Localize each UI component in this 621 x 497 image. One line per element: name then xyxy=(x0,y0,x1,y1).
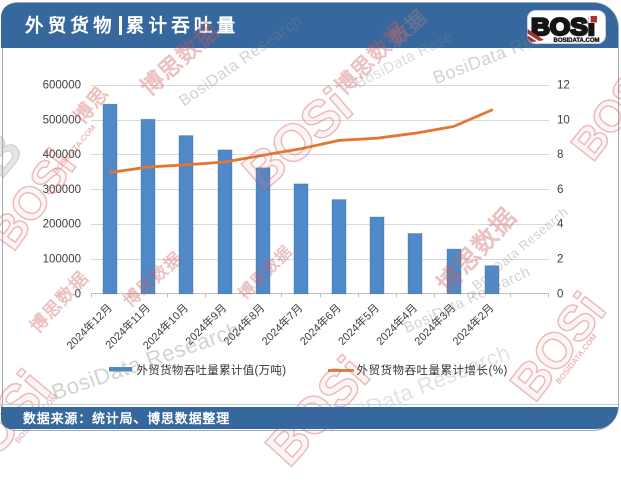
svg-text:500000: 500000 xyxy=(43,114,81,126)
svg-text:2024年2月: 2024年2月 xyxy=(449,301,496,348)
svg-text:外贸货物吞吐量累计值(万吨): 外贸货物吞吐量累计值(万吨) xyxy=(137,363,287,377)
svg-text:8: 8 xyxy=(557,149,563,161)
svg-text:BOSIDATA.COM: BOSIDATA.COM xyxy=(554,37,600,44)
svg-text:4: 4 xyxy=(557,219,564,231)
svg-text:0: 0 xyxy=(557,288,563,300)
svg-text:0: 0 xyxy=(75,288,81,300)
svg-text:600000: 600000 xyxy=(43,80,81,92)
svg-text:200000: 200000 xyxy=(43,219,81,231)
svg-text:12: 12 xyxy=(557,80,570,92)
svg-text:400000: 400000 xyxy=(43,149,81,161)
svg-text:2: 2 xyxy=(557,254,563,266)
svg-text:6: 6 xyxy=(557,184,563,196)
svg-text:300000: 300000 xyxy=(43,184,81,196)
svg-text:BOSi: BOSi xyxy=(531,14,595,41)
svg-text:外贸货物吞吐量累计增长(%): 外贸货物吞吐量累计增长(%) xyxy=(357,363,508,377)
svg-text:100000: 100000 xyxy=(43,254,81,266)
svg-text:10: 10 xyxy=(557,114,570,126)
